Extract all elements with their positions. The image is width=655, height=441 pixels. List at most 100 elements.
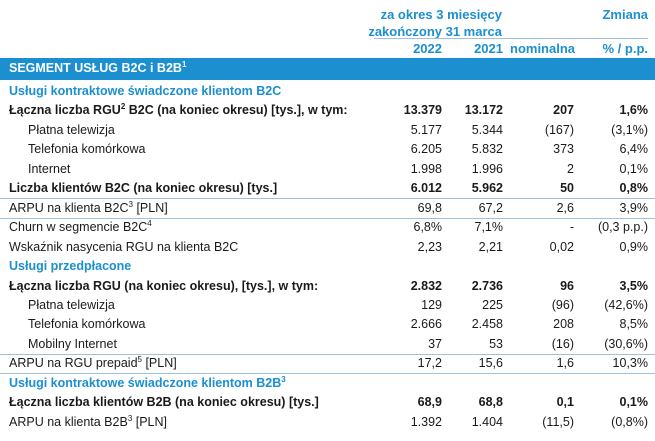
value-nominal-change: 0,02 [549, 239, 574, 254]
row-label-text: Usługi kontraktowe świadczone klientom B… [9, 84, 282, 98]
value-2021: 2,21 [478, 239, 503, 254]
value-2021: 2.736 [471, 278, 503, 293]
change-header: Zmiana [602, 7, 648, 22]
value-2022: 6.205 [410, 142, 442, 157]
value-pct-change: 0,1% [619, 161, 649, 176]
value-pct-change: 0,8% [619, 181, 649, 196]
row-label-text: Usługi kontraktowe świadczone klientom B… [9, 375, 282, 390]
value-2022: 13.379 [403, 103, 442, 118]
row-label-suffix: [PLN] [132, 200, 168, 215]
row-label: Płatna telewizja [28, 298, 115, 312]
table-row: Płatna telewizja 5.177 5.344 (167) (3,1%) [0, 120, 655, 140]
value-2021: 53 [489, 336, 503, 351]
row-label-text: Mobilny Internet [28, 336, 117, 351]
value-nominal-change: (167) [544, 122, 574, 137]
table-row: Churn w segmencie B2C4 6,8% 7,1% - (0,3 p.p.… [0, 217, 655, 237]
value-pct-change: (0,3 p.p.) [597, 220, 648, 235]
value-2021: 7,1% [474, 220, 504, 235]
row-label: Usługi kontraktowe świadczone klientom B… [9, 84, 281, 98]
footnote-marker: 3 [128, 199, 133, 209]
value-2022: 1.998 [410, 161, 442, 176]
value-pct-change: (42,6%) [604, 297, 648, 312]
footnote-marker: 4 [147, 218, 152, 228]
value-2022: 1.392 [410, 414, 442, 429]
value-2021: 5.962 [471, 181, 503, 196]
row-label-text: Wskaźnik nasycenia RGU na klienta B2C [9, 239, 239, 254]
row-label: Internet [28, 162, 70, 176]
row-label-suffix: [PLN] [132, 414, 168, 429]
table-row: Łączna liczba RGU2 B2C (na koniec okresu… [0, 100, 655, 120]
period-header: za okres 3 miesięcy zakończony 31 marca [350, 6, 502, 40]
segment-banner: SEGMENT USŁUG B2C i B2B1 [0, 58, 655, 80]
col-2021-header: 2021 [474, 41, 503, 56]
value-nominal-change: 373 [553, 142, 574, 157]
row-label-text: Internet [28, 161, 71, 176]
table-row: Liczba klientów B2C (na koniec okresu) [… [0, 178, 655, 200]
row-label: Liczba klientów B2C (na koniec okresu) [… [9, 181, 277, 195]
table-row: Telefonia komórkowa 6.205 5.832 373 6,4% [0, 139, 655, 159]
value-2021: 68,8 [478, 395, 503, 410]
row-label: Telefonia komórkowa [28, 142, 145, 156]
table-row: Wskaźnik nasycenia RGU na klienta B2C 2,2… [0, 237, 655, 257]
value-pct-change: 1,6% [619, 103, 649, 118]
value-nominal-change: (16) [551, 336, 574, 351]
value-pct-change: (0,8%) [611, 414, 648, 429]
value-2021: 2.458 [471, 317, 503, 332]
value-pct-change: 0,1% [619, 395, 649, 410]
table-row: ARPU na klienta B2B3 [PLN] 1.392 1.404 (11,… [0, 412, 655, 432]
row-label-text: Liczba klientów B2C (na koniec okresu) [… [9, 181, 278, 196]
value-2022: 6.012 [410, 181, 442, 196]
value-nominal-change: 96 [560, 278, 574, 293]
table-row: Mobilny Internet 37 53 (16) (30,6%) [0, 334, 655, 355]
value-nominal-change: 2,6 [556, 200, 574, 215]
value-2022: 2.832 [410, 278, 442, 293]
value-pct-change: 8,5% [619, 317, 649, 332]
row-label: Usługi kontraktowe świadczone klientom B… [9, 374, 286, 390]
row-label: ARPU na klienta B2C3 [PLN] [9, 199, 168, 215]
value-nominal-change: 207 [553, 103, 574, 118]
row-label-text: Płatna telewizja [28, 122, 115, 137]
footnote-marker: 3 [127, 413, 133, 423]
segment-title: SEGMENT USŁUG B2C i B2B1 [9, 60, 186, 75]
value-2021: 13.172 [464, 103, 503, 118]
value-pct-change: 10,3% [612, 356, 648, 371]
row-label: Łączna liczba klientów B2B (na koniec ok… [9, 395, 319, 409]
row-label: Churn w segmencie B2C4 [9, 218, 152, 235]
row-label: Usługi przedpłacone [9, 259, 131, 273]
value-nominal-change: 208 [553, 317, 574, 332]
table-row: Internet 1.998 1.996 2 0,1% [0, 159, 655, 179]
row-label: Łączna liczba RGU (na koniec okresu), [t… [9, 279, 318, 293]
value-pct-change: 0,9% [619, 239, 649, 254]
row-label-text: Łączna liczba RGU [9, 103, 121, 118]
col-2022-header: 2022 [413, 41, 442, 56]
value-2021: 67,2 [478, 200, 503, 215]
value-nominal-change: (96) [551, 297, 574, 312]
row-label-text: Telefonia komórkowa [28, 317, 146, 332]
row-label-text: ARPU na klienta B2C [9, 200, 129, 215]
value-2021: 5.344 [471, 122, 503, 137]
col-nominal-header: nominalna [510, 41, 576, 56]
table-row: ARPU na klienta B2C3 [PLN] 69,8 67,2 2,6 3,9… [0, 198, 655, 219]
value-2022: 2,23 [417, 239, 442, 254]
row-label-text: Telefonia komórkowa [28, 142, 146, 157]
row-label-text: ARPU na RGU prepaid [9, 356, 138, 371]
footnote-marker: 5 [137, 355, 142, 365]
row-label: ARPU na klienta B2B3 [PLN] [9, 413, 168, 429]
value-pct-change: (30,6%) [604, 336, 648, 351]
row-label-text: Churn w segmencie B2C [9, 220, 148, 235]
table-header: za okres 3 miesięcy zakończony 31 marca … [0, 0, 655, 58]
value-2022: 6,8% [413, 220, 443, 235]
table-row: ARPU na RGU prepaid5 [PLN] 17,2 15,6 1,6 10,… [0, 353, 655, 375]
segment-title-text: SEGMENT USŁUG B2C i B2B [9, 61, 182, 75]
value-2022: 17,2 [417, 356, 442, 371]
row-label-text: ARPU na klienta B2B [9, 414, 128, 429]
table-row: Telefonia komórkowa 2.666 2.458 208 8,5% [0, 314, 655, 334]
footnote-marker: 3 [281, 374, 286, 384]
value-pct-change: (3,1%) [611, 122, 648, 137]
period-line-2: zakończony 31 marca [368, 24, 502, 39]
period-line-1: za okres 3 miesięcy [380, 7, 502, 22]
value-2021: 225 [482, 297, 503, 312]
value-nominal-change: 50 [560, 181, 574, 196]
section-header: Usługi kontraktowe świadczone klientom B… [0, 81, 655, 101]
